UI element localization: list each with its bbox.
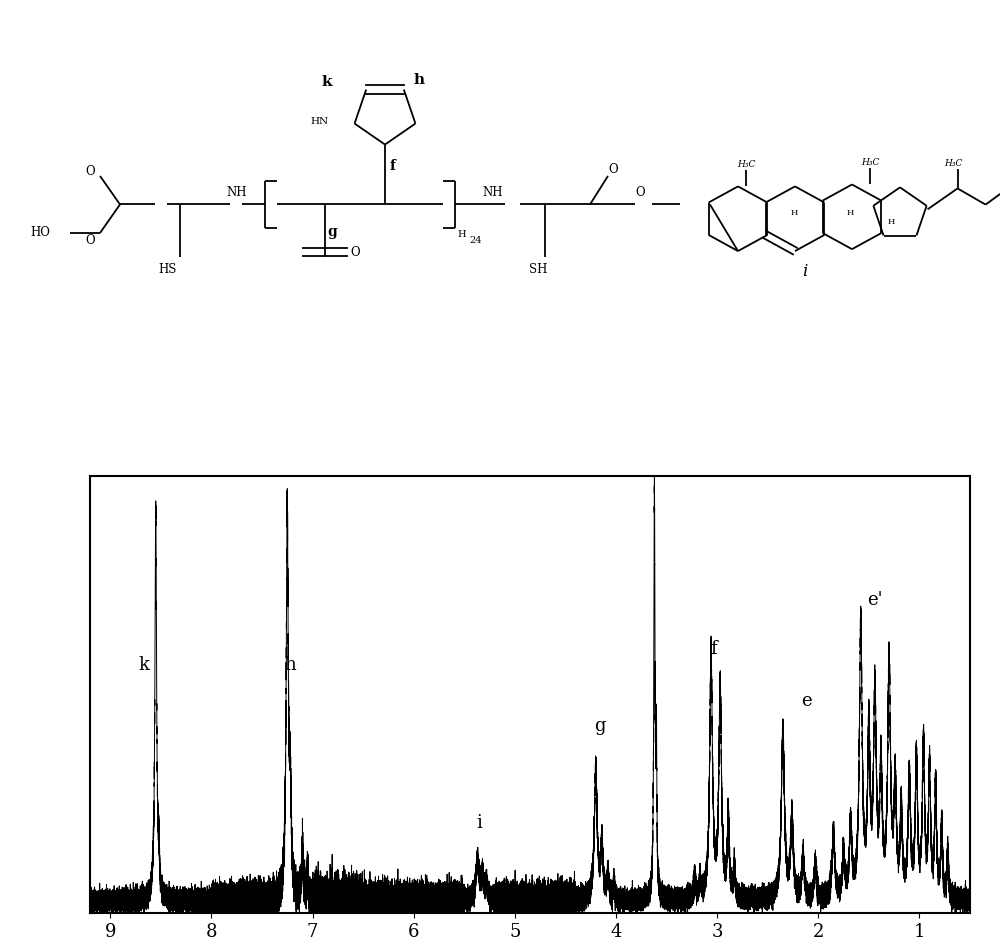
Text: k: k [321,75,332,88]
Text: O: O [85,234,95,247]
Text: H: H [457,230,466,239]
Text: f: f [710,640,717,658]
Text: i: i [476,814,482,832]
Text: i: i [802,262,808,280]
Text: g: g [327,225,337,239]
Text: f: f [390,160,396,173]
Text: e: e [801,692,812,710]
Text: H: H [888,218,895,225]
Text: NH: NH [226,185,246,199]
Text: SH: SH [529,262,547,276]
Text: HN: HN [310,117,329,126]
Text: h: h [284,656,296,674]
Text: HS: HS [158,262,176,276]
Text: H: H [791,209,798,217]
Text: H: H [847,209,854,217]
Text: O: O [350,245,360,259]
Text: H₃C: H₃C [737,161,755,169]
Text: g: g [594,717,605,735]
Text: H₃C: H₃C [944,159,963,167]
Text: HO: HO [30,226,50,240]
Text: O: O [85,165,95,178]
Text: e': e' [867,592,882,610]
Text: H₃C: H₃C [861,159,879,167]
Text: k: k [139,656,150,674]
Text: NH: NH [482,185,503,199]
Text: O: O [608,163,618,176]
Text: O: O [635,185,645,199]
Text: h: h [413,73,424,87]
Text: 24: 24 [469,236,481,244]
